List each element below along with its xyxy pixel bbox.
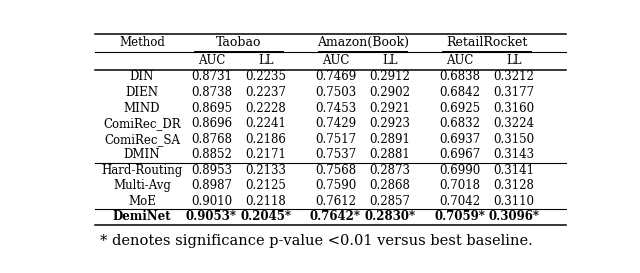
Text: AUC: AUC — [322, 54, 349, 67]
Text: 0.7642*: 0.7642* — [310, 210, 361, 223]
Text: Amazon(Book): Amazon(Book) — [317, 36, 409, 49]
Text: 0.3128: 0.3128 — [493, 179, 534, 192]
Text: 0.6832: 0.6832 — [439, 117, 480, 130]
Text: 0.3110: 0.3110 — [493, 195, 534, 208]
Text: 0.6842: 0.6842 — [439, 86, 480, 99]
Text: 0.7590: 0.7590 — [315, 179, 356, 192]
Text: AUC: AUC — [198, 54, 225, 67]
Text: 0.8852: 0.8852 — [191, 148, 232, 161]
Text: 0.2171: 0.2171 — [246, 148, 287, 161]
Text: LL: LL — [506, 54, 522, 67]
Text: 0.3224: 0.3224 — [493, 117, 534, 130]
Text: 0.8696: 0.8696 — [191, 117, 232, 130]
Text: MoE: MoE — [128, 195, 156, 208]
Text: LL: LL — [259, 54, 274, 67]
Text: 0.2133: 0.2133 — [246, 164, 287, 177]
Text: ComiRec_SA: ComiRec_SA — [104, 133, 180, 146]
Text: 0.3096*: 0.3096* — [488, 210, 540, 223]
Text: ComiRec_DR: ComiRec_DR — [103, 117, 181, 130]
Text: 0.3141: 0.3141 — [493, 164, 534, 177]
Text: DIN: DIN — [130, 70, 154, 84]
Text: 0.2923: 0.2923 — [369, 117, 410, 130]
Text: 0.8987: 0.8987 — [191, 179, 232, 192]
Text: 0.7429: 0.7429 — [315, 117, 356, 130]
Text: DemiNet: DemiNet — [113, 210, 172, 223]
Text: 0.2881: 0.2881 — [370, 148, 410, 161]
Text: 0.6990: 0.6990 — [439, 164, 480, 177]
Text: 0.8695: 0.8695 — [191, 102, 232, 114]
Text: 0.8738: 0.8738 — [191, 86, 232, 99]
Text: 0.9010: 0.9010 — [191, 195, 232, 208]
Text: Hard-Routing: Hard-Routing — [101, 164, 182, 177]
Text: DMIN: DMIN — [124, 148, 160, 161]
Text: 0.8953: 0.8953 — [191, 164, 232, 177]
Text: 0.2891: 0.2891 — [369, 133, 410, 146]
Text: Taobao: Taobao — [216, 36, 262, 49]
Text: 0.2237: 0.2237 — [246, 86, 287, 99]
Text: 0.2912: 0.2912 — [369, 70, 410, 84]
Text: RetailRocket: RetailRocket — [446, 36, 527, 49]
Text: 0.2873: 0.2873 — [369, 164, 410, 177]
Text: 0.3212: 0.3212 — [493, 70, 534, 84]
Text: 0.7453: 0.7453 — [315, 102, 356, 114]
Text: DIEN: DIEN — [125, 86, 159, 99]
Text: 0.7059*: 0.7059* — [434, 210, 485, 223]
Text: 0.3177: 0.3177 — [493, 86, 534, 99]
Text: 0.7612: 0.7612 — [315, 195, 356, 208]
Text: 0.3160: 0.3160 — [493, 102, 534, 114]
Text: 0.2045*: 0.2045* — [241, 210, 291, 223]
Text: 0.2857: 0.2857 — [369, 195, 410, 208]
Text: AUC: AUC — [445, 54, 473, 67]
Text: 0.2830*: 0.2830* — [364, 210, 415, 223]
Text: 0.2228: 0.2228 — [246, 102, 286, 114]
Text: 0.7018: 0.7018 — [439, 179, 480, 192]
Text: 0.6967: 0.6967 — [439, 148, 480, 161]
Text: 0.7568: 0.7568 — [315, 164, 356, 177]
Text: 0.2235: 0.2235 — [246, 70, 287, 84]
Text: 0.3150: 0.3150 — [493, 133, 534, 146]
Text: 0.7042: 0.7042 — [439, 195, 480, 208]
Text: Method: Method — [119, 36, 165, 49]
Text: 0.2125: 0.2125 — [246, 179, 287, 192]
Text: MIND: MIND — [124, 102, 160, 114]
Text: 0.2868: 0.2868 — [369, 179, 410, 192]
Text: 0.6937: 0.6937 — [439, 133, 480, 146]
Text: 0.6838: 0.6838 — [439, 70, 480, 84]
Text: 0.9053*: 0.9053* — [186, 210, 237, 223]
Text: * denotes significance p-value <0.01 versus best baseline.: * denotes significance p-value <0.01 ver… — [100, 234, 532, 248]
Text: 0.2118: 0.2118 — [246, 195, 286, 208]
Text: 0.7469: 0.7469 — [315, 70, 356, 84]
Text: 0.7503: 0.7503 — [315, 86, 356, 99]
Text: LL: LL — [382, 54, 397, 67]
Text: 0.3143: 0.3143 — [493, 148, 534, 161]
Text: 0.7537: 0.7537 — [315, 148, 356, 161]
Text: 0.8731: 0.8731 — [191, 70, 232, 84]
Text: 0.2921: 0.2921 — [369, 102, 410, 114]
Text: 0.2902: 0.2902 — [369, 86, 410, 99]
Text: 0.7517: 0.7517 — [315, 133, 356, 146]
Text: 0.2186: 0.2186 — [246, 133, 287, 146]
Text: 0.2241: 0.2241 — [246, 117, 287, 130]
Text: 0.6925: 0.6925 — [439, 102, 480, 114]
Text: Multi-Avg: Multi-Avg — [113, 179, 171, 192]
Text: 0.8768: 0.8768 — [191, 133, 232, 146]
